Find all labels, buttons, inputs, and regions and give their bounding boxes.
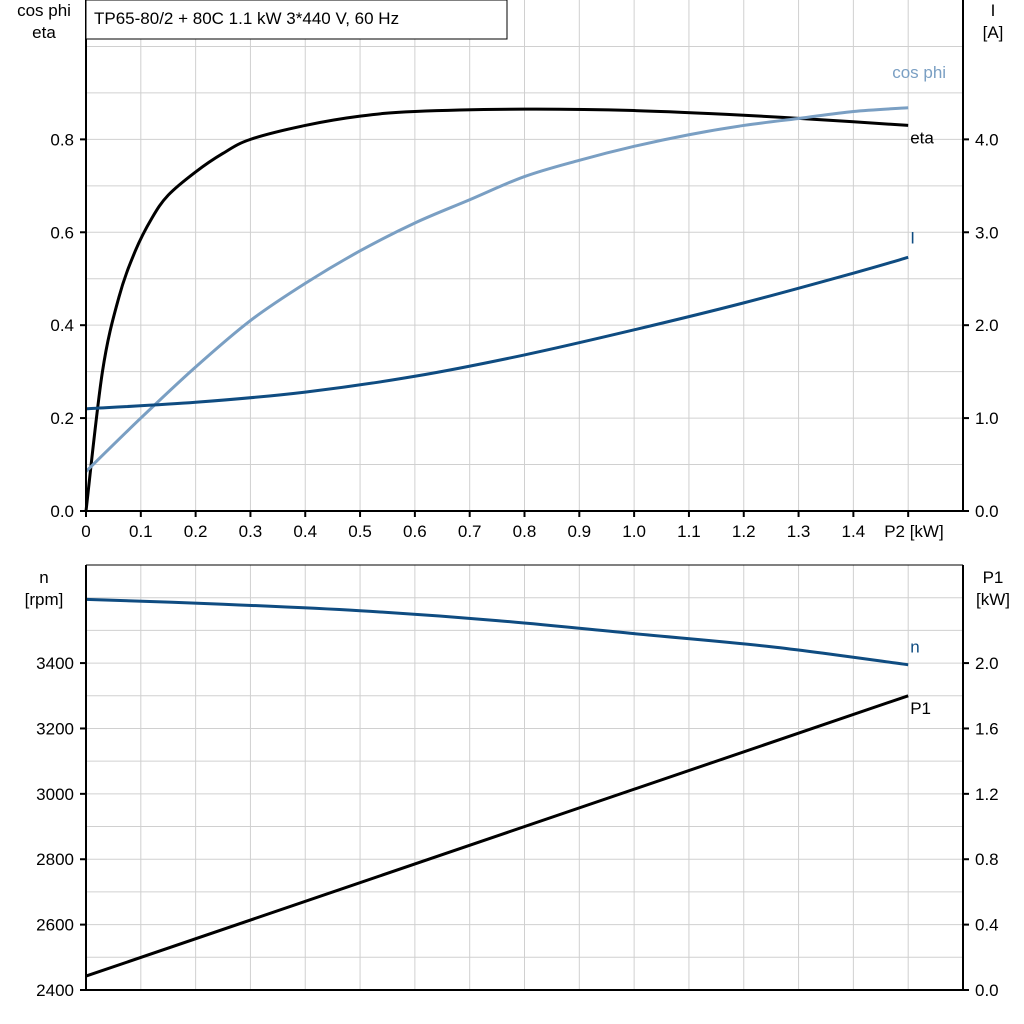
y-axis-label-left: cos phi: [17, 1, 71, 20]
axes-frames: [80, 0, 969, 991]
y-tick-label-left: 2600: [36, 916, 74, 935]
y-tick-label-right: 2.0: [975, 654, 999, 673]
x-tick-label: 1.4: [842, 522, 866, 541]
y-axis-label-right: [kW]: [976, 590, 1010, 609]
series-line-P1: [85, 694, 909, 978]
y-axis-label-right: [A]: [983, 23, 1004, 42]
y-tick-label-left: 0.4: [50, 316, 74, 335]
y-tick-label-right: 4.0: [975, 130, 999, 149]
series-label-cos-phi: cos phi: [892, 63, 946, 82]
chart-title: TP65-80/2 + 80C 1.1 kW 3*440 V, 60 Hz: [94, 9, 399, 28]
x-tick-label: 0.7: [458, 522, 482, 541]
series-line-n: [85, 597, 909, 667]
y-tick-label-right: 1.6: [975, 719, 999, 738]
y-tick-label-left: 0.2: [50, 409, 74, 428]
series-label-I: I: [910, 228, 915, 247]
series-line-I: [85, 255, 909, 411]
y-tick-label-right: 2.0: [975, 316, 999, 335]
y-tick-label-left: 2800: [36, 850, 74, 869]
y-tick-label-left: 3400: [36, 654, 74, 673]
series-label-n: n: [910, 638, 919, 657]
x-tick-label: 0: [81, 522, 90, 541]
y-tick-label-right: 1.0: [975, 409, 999, 428]
y-tick-label-right: 0.4: [975, 916, 999, 935]
y-tick-label-left: 0.0: [50, 502, 74, 521]
x-tick-label: 1.1: [677, 522, 701, 541]
tick-labels: 0.0 0.2 0.4 0.6 0.8 0.0 1.0 2.0 3.0 4.0 cos phi eta…: [17, 1, 1010, 1000]
title-box: [85, 0, 508, 40]
x-tick-label: 0.1: [129, 522, 153, 541]
x-tick-label: 0.3: [239, 522, 263, 541]
top-grid: [86, 0, 963, 511]
series-line-eta: [84, 107, 909, 512]
x-tick-label: 0.5: [348, 522, 372, 541]
x-tick-label: 0.8: [513, 522, 537, 541]
x-axis-label: P2 [kW]: [884, 522, 944, 541]
y-tick-label-right: 1.2: [975, 785, 999, 804]
y-tick-label-right: 0.0: [975, 502, 999, 521]
y-tick-label-left: 2400: [36, 981, 74, 1000]
x-tick-label: 1.3: [787, 522, 811, 541]
x-tick-label: 1.0: [622, 522, 646, 541]
y-tick-label-left: 3000: [36, 785, 74, 804]
y-axis-label-left: eta: [32, 23, 56, 42]
series-line-cos-phi: [84, 106, 909, 473]
x-tick-label: 0.4: [293, 522, 317, 541]
y-tick-label-left: 3200: [36, 719, 74, 738]
x-tick-label: 0.2: [184, 522, 208, 541]
y-axis-label-right: I: [991, 1, 996, 20]
y-axis-label-right: P1: [983, 568, 1004, 587]
y-axis-label-left: n: [39, 568, 48, 587]
y-tick-label-right: 0.0: [975, 981, 999, 1000]
y-tick-label-left: 0.6: [50, 223, 74, 242]
series-label-P1: P1: [910, 699, 931, 718]
series-label-eta: eta: [910, 128, 934, 147]
x-tick-label: 0.6: [403, 522, 427, 541]
y-tick-label-right: 0.8: [975, 850, 999, 869]
x-tick-label: 1.2: [732, 522, 756, 541]
y-axis-label-left: [rpm]: [25, 590, 64, 609]
y-tick-label-right: 3.0: [975, 223, 999, 242]
series-lines: [84, 106, 909, 978]
bottom-grid: [86, 565, 963, 990]
x-tick-label: 0.9: [567, 522, 591, 541]
y-tick-label-left: 0.8: [50, 130, 74, 149]
